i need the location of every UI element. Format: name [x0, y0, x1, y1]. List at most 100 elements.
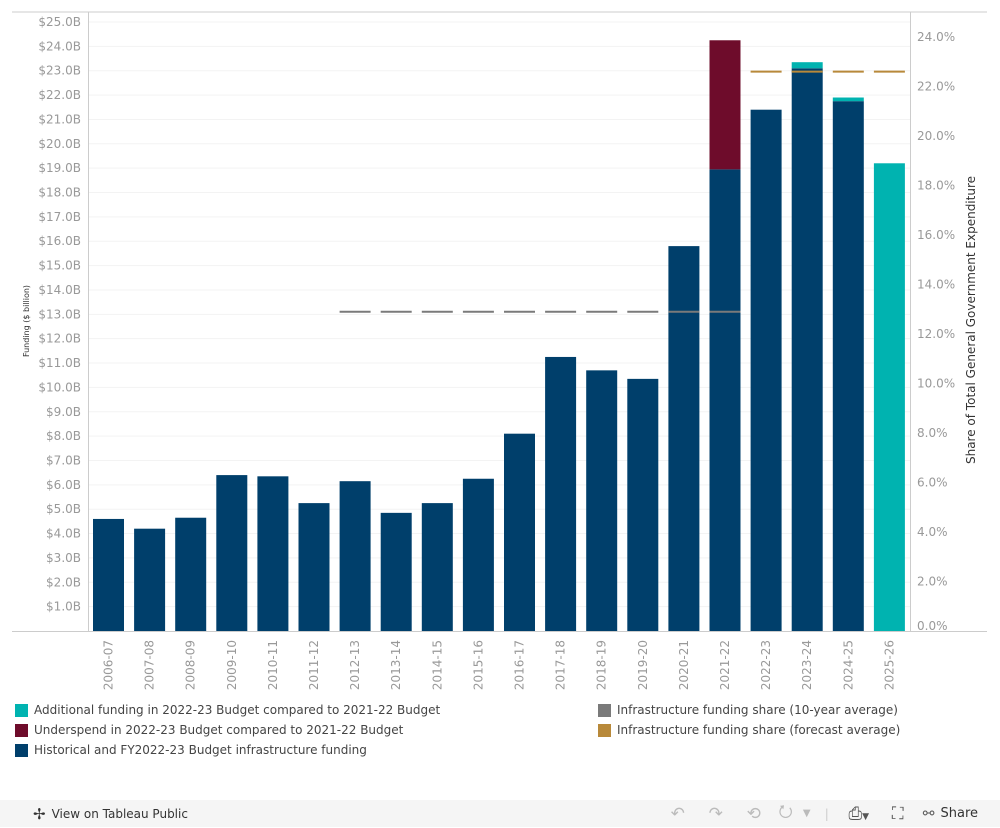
- bar-segment: [216, 475, 248, 631]
- x-tick-label: 2016-17: [513, 640, 527, 690]
- y-right-axis-title: Share of Total General Government Expend…: [964, 176, 978, 464]
- bar-segment: [873, 163, 905, 631]
- y-right-tick-label: 16.0%: [917, 228, 955, 242]
- fullscreen-icon[interactable]: ⛶: [891, 803, 904, 824]
- y-left-tick-label: $6.0B: [46, 478, 81, 492]
- y-left-tick-label: $20.0B: [38, 137, 81, 151]
- y-left-tick-label: $21.0B: [38, 112, 81, 126]
- y-left-tick-label: $15.0B: [38, 259, 81, 273]
- undo-icon[interactable]: ↶: [670, 803, 685, 824]
- refresh-icon[interactable]: ⭮: [778, 802, 793, 822]
- legend-swatch: [598, 703, 611, 717]
- legend-item-historical[interactable]: Historical and FY2022-23 Budget infrastr…: [15, 740, 440, 760]
- x-tick-label: 2023-24: [800, 640, 814, 690]
- view-on-tableau-public-link[interactable]: ✢ View on Tableau Public: [33, 805, 188, 823]
- y-left-tick-label: $10.0B: [38, 380, 81, 394]
- bar-segment: [380, 512, 412, 631]
- y-left-tick-label: $25.0B: [38, 15, 81, 29]
- chart: $1.0B $2.0B $3.0B $4.0B $5.0B $6.0B $7.0B $8.0B…: [12, 11, 987, 690]
- bar-segment: [832, 97, 864, 102]
- x-tick-label: 2007-08: [143, 640, 157, 690]
- legend-item-additional[interactable]: Additional funding in 2022-23 Budget com…: [15, 700, 440, 720]
- toolbar-divider: |: [824, 806, 829, 821]
- y-right-tick-label: 18.0%: [917, 179, 955, 193]
- bar-segment: [709, 40, 741, 170]
- legend-swatch: [15, 743, 28, 757]
- y-left-tick-label: $22.0B: [38, 88, 81, 102]
- bar-segment: [175, 517, 207, 631]
- y-left-tick-label: $16.0B: [38, 234, 81, 248]
- x-tick-label: 2025-26: [882, 640, 896, 690]
- x-tick-label: 2019-20: [636, 640, 650, 690]
- x-tick-label: 2014-15: [430, 640, 444, 690]
- legend-swatch: [15, 703, 28, 717]
- toolbar-tools: ↶ ↷ ⟲ ⭮ ▼ | ⎙▼ ⛶ ⚯ Share: [659, 800, 978, 827]
- bar-segment: [586, 370, 618, 631]
- y-right-tick-label: 20.0%: [917, 129, 955, 143]
- y-right-tick-label: 0.0%: [917, 619, 948, 633]
- legend-label: Infrastructure funding share (forecast a…: [617, 723, 901, 737]
- bar-segment: [791, 62, 823, 69]
- redo-icon[interactable]: ↷: [708, 803, 723, 824]
- view-on-tableau-public-label: View on Tableau Public: [51, 806, 188, 821]
- x-tick-label: 2009-10: [225, 640, 239, 690]
- bar-segment: [134, 528, 166, 631]
- tableau-toolbar: ✢ View on Tableau Public ↶ ↷ ⟲ ⭮ ▼ | ⎙▼ …: [0, 800, 1000, 827]
- y-left-tick-label: $7.0B: [46, 453, 81, 467]
- download-icon[interactable]: ⎙▼: [848, 803, 870, 824]
- revert-icon[interactable]: ⟲: [746, 803, 761, 824]
- x-tick-label: 2008-09: [184, 640, 198, 690]
- y-left-tick-label: $18.0B: [38, 186, 81, 200]
- legend-item-forecast-average[interactable]: Infrastructure funding share (forecast a…: [598, 720, 900, 740]
- y-left-tick-label: $13.0B: [38, 307, 81, 321]
- legend-item-10yr-average[interactable]: Infrastructure funding share (10-year av…: [598, 700, 900, 720]
- x-tick-label: 2020-21: [677, 640, 691, 690]
- legend-label: Additional funding in 2022-23 Budget com…: [34, 703, 441, 717]
- bar-segment: [627, 378, 659, 631]
- y-right-tick-label: 8.0%: [917, 426, 948, 440]
- bar-segment: [668, 246, 700, 631]
- y-left-tick-label: $9.0B: [46, 405, 81, 419]
- share-label: Share: [940, 806, 978, 821]
- bar-segment: [93, 518, 124, 631]
- legend-label: Historical and FY2022-23 Budget infrastr…: [34, 743, 367, 757]
- y-left-tick-label: $19.0B: [38, 161, 81, 175]
- y-left-tick-label: $11.0B: [38, 356, 81, 370]
- legend-label: Infrastructure funding share (10-year av…: [617, 703, 898, 717]
- y-right-tick-label: 2.0%: [917, 575, 948, 589]
- y-left-tick-label: $17.0B: [38, 210, 81, 224]
- bar-segment: [421, 503, 453, 631]
- bar-segment: [462, 478, 494, 631]
- legend-swatch: [15, 723, 28, 737]
- bar-segment: [339, 481, 371, 631]
- bar-segment: [791, 68, 823, 631]
- bar-segment: [257, 476, 289, 631]
- bar-segment: [298, 503, 330, 631]
- legend-label: Underspend in 2022-23 Budget compared to…: [34, 723, 404, 737]
- share-icon: ⚯: [922, 805, 935, 822]
- x-tick-label: 2022-23: [759, 640, 773, 690]
- x-tick-label: 2012-13: [348, 640, 362, 690]
- tableau-logo-icon: ✢: [33, 804, 46, 823]
- y-left-tick-label: $14.0B: [38, 283, 81, 297]
- y-right-tick-label: 24.0%: [917, 30, 955, 44]
- legend-left: Additional funding in 2022-23 Budget com…: [15, 700, 440, 760]
- x-tick-label: 2015-16: [471, 640, 485, 690]
- share-button[interactable]: ⚯ Share: [923, 806, 978, 822]
- legend-item-underspend[interactable]: Underspend in 2022-23 Budget compared to…: [15, 720, 440, 740]
- y-left-tick-label: $23.0B: [38, 64, 81, 78]
- bar-segment: [504, 433, 535, 631]
- dropdown-icon[interactable]: ▼: [802, 808, 811, 819]
- x-tick-label: 2024-25: [841, 640, 855, 690]
- y-right-tick-label: 22.0%: [917, 80, 955, 94]
- bar-segment: [545, 356, 577, 631]
- y-left-tick-label: $24.0B: [38, 39, 81, 53]
- x-tick-label: 2017-18: [554, 640, 568, 690]
- x-tick-label: 2013-14: [389, 640, 403, 690]
- legend-right: Infrastructure funding share (10-year av…: [598, 700, 900, 740]
- bar-segment: [832, 101, 864, 632]
- y-left-tick-label: $8.0B: [46, 429, 81, 443]
- y-left-tick-label: $1.0B: [46, 600, 81, 614]
- y-left-tick-label: $2.0B: [46, 575, 81, 589]
- bar-segment: [750, 109, 782, 632]
